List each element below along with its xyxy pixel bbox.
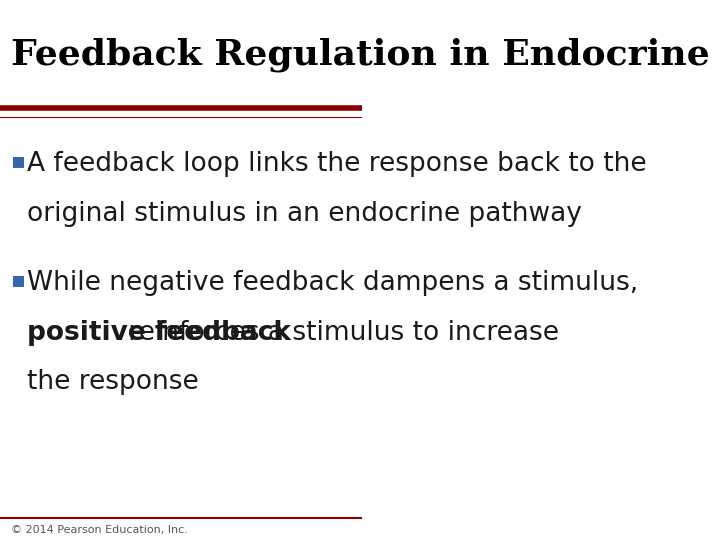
Text: reinforces a stimulus to increase: reinforces a stimulus to increase: [120, 320, 559, 346]
Text: While negative feedback dampens a stimulus,: While negative feedback dampens a stimul…: [27, 270, 639, 296]
Text: © 2014 Pearson Education, Inc.: © 2014 Pearson Education, Inc.: [11, 525, 188, 535]
Text: ▪: ▪: [11, 270, 26, 290]
Text: Feedback Regulation in Endocrine Pathways: Feedback Regulation in Endocrine Pathway…: [11, 38, 720, 72]
Text: positive feedback: positive feedback: [27, 320, 291, 346]
Text: the response: the response: [27, 369, 199, 395]
Text: A feedback loop links the response back to the: A feedback loop links the response back …: [27, 151, 647, 177]
Text: original stimulus in an endocrine pathway: original stimulus in an endocrine pathwa…: [27, 201, 582, 227]
Text: ▪: ▪: [11, 151, 26, 171]
